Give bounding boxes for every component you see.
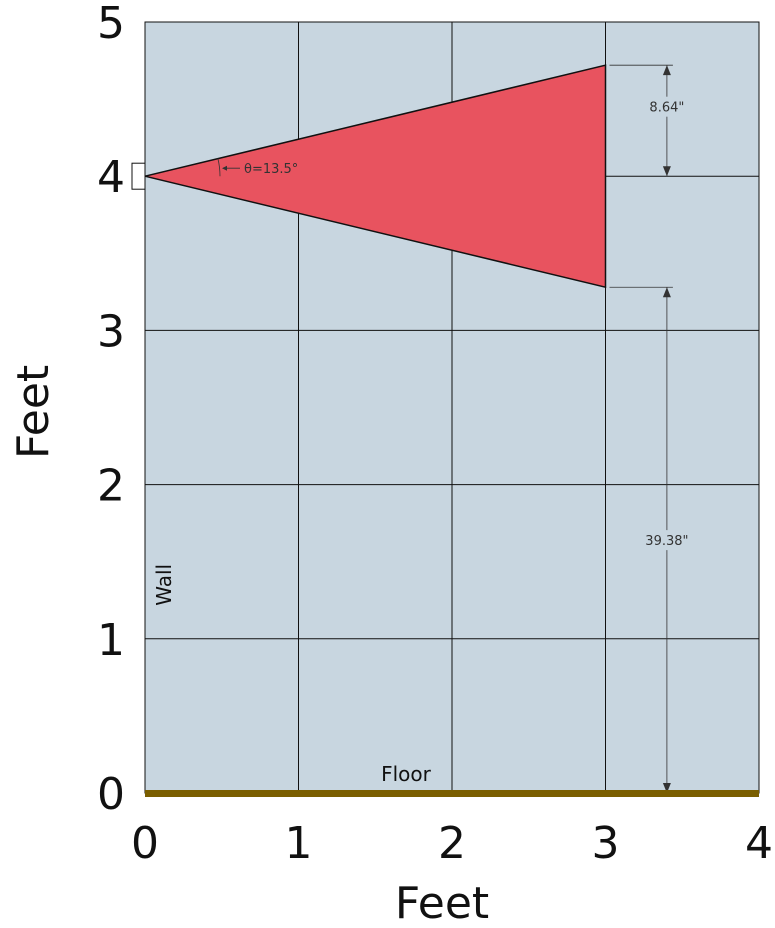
- dimension-top-label-bg: [641, 96, 692, 117]
- y-tick-5: 5: [97, 0, 125, 49]
- source-bracket: [131, 162, 146, 190]
- angle-arc: [217, 158, 221, 177]
- x-tick-2: 2: [438, 818, 466, 869]
- dimension-bottom-label: 39.38": [645, 534, 688, 549]
- y-tick-2: 2: [97, 461, 125, 512]
- dimension-bottom-arrow-end: [662, 783, 671, 793]
- x-tick-1: 1: [285, 818, 313, 869]
- x-tick-0: 0: [131, 818, 159, 869]
- floor-label: Floor: [381, 762, 432, 786]
- floor-bar: [145, 790, 759, 797]
- x-tick-labels: 0 1 2 3 4: [131, 818, 773, 869]
- dimension-top-arrow-start: [662, 65, 671, 76]
- dimension-bottom-label-bg: [638, 530, 695, 551]
- x-tick-3: 3: [592, 818, 620, 869]
- y-tick-0: 0: [97, 769, 125, 820]
- wall-label: Wall: [152, 564, 176, 606]
- angle-annotation: [217, 158, 240, 177]
- angle-label: θ=13.5°: [244, 162, 298, 177]
- angle-arrowhead: [222, 165, 227, 171]
- light-cone: [144, 64, 607, 289]
- y-tick-3: 3: [97, 306, 125, 357]
- x-axis-title: Feet: [395, 878, 489, 928]
- dimension-markers: [609, 64, 695, 793]
- dimension-top-label: 8.64": [649, 101, 684, 116]
- y-tick-1: 1: [97, 615, 125, 666]
- dimension-top-arrow-end: [662, 166, 671, 177]
- y-tick-labels: 0 1 2 3 4 5: [97, 0, 125, 820]
- x-tick-4: 4: [745, 818, 773, 869]
- dimension-bottom-arrow-start: [662, 287, 671, 298]
- y-tick-4: 4: [97, 152, 125, 203]
- y-axis-title: Feet: [8, 365, 59, 459]
